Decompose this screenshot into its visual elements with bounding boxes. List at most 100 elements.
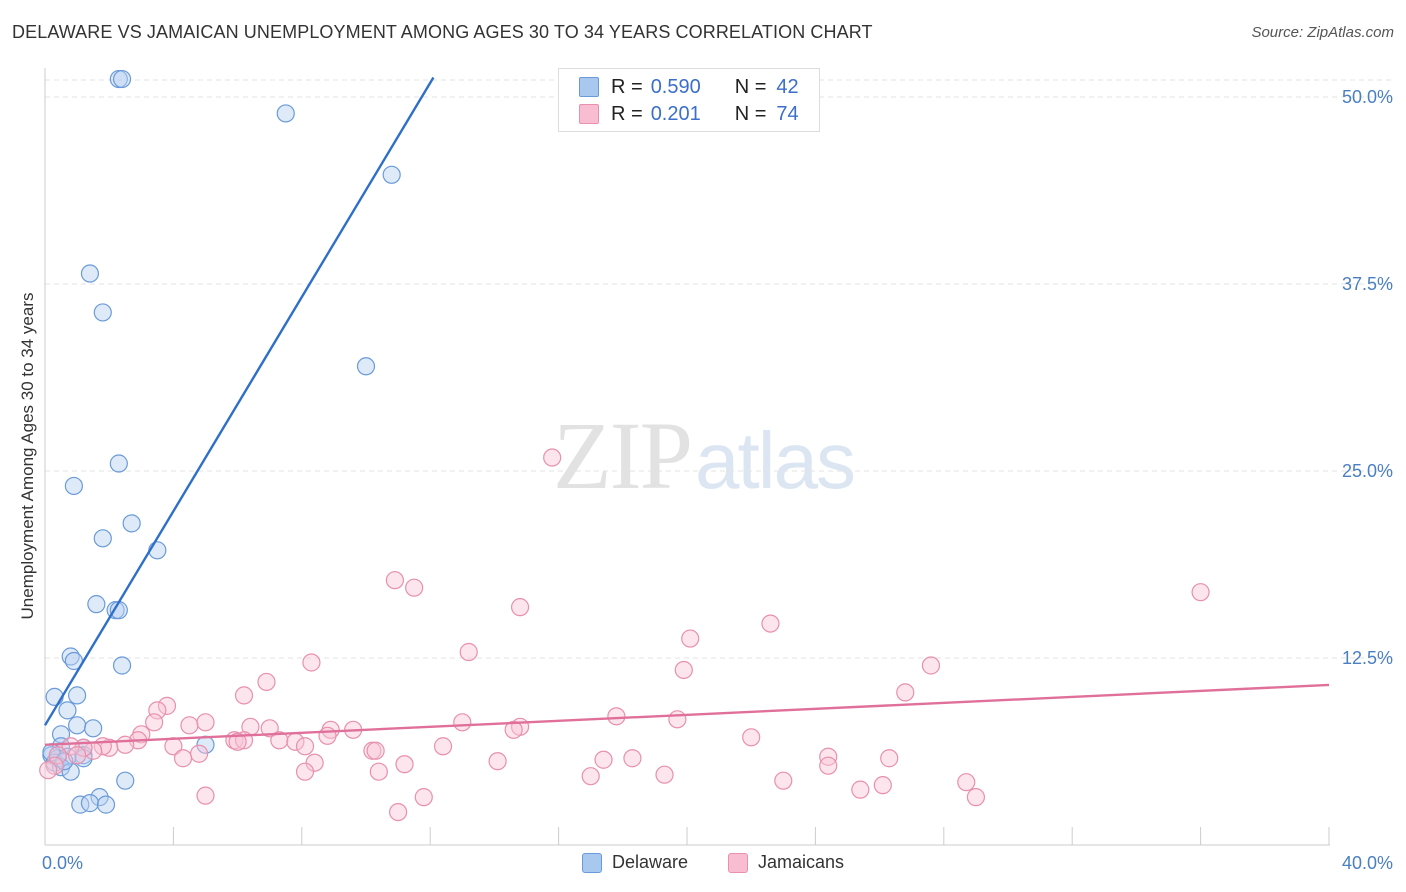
point-jamaicans [873,776,892,795]
point-jamaicans [234,686,254,705]
point-jamaicans [389,802,408,822]
point-jamaicans [145,713,164,732]
point-delaware [80,794,100,813]
trend-line-jamaicans [44,683,1330,746]
point-jamaicans [510,598,530,617]
x-tick-label: 40.0% [1342,853,1393,873]
point-jamaicans [196,713,215,732]
point-delaware [122,514,141,533]
point-jamaicans [196,786,215,805]
trend-lines [43,76,1330,746]
point-delaware [96,795,116,814]
legend-label-delaware: Delaware [612,852,689,872]
stats-legend: R = 0.590 N = 42 R = 0.201 N = 74 [558,68,820,132]
point-jamaicans [1191,583,1210,602]
source-label: Source: ZipAtlas.com [1251,24,1394,41]
point-jamaicans [189,744,209,763]
point-jamaicans [385,571,404,590]
watermark-zip: ZIP [553,402,693,509]
point-jamaicans [257,672,276,692]
legend-swatch-jamaicans [728,852,748,873]
point-jamaicans [414,788,433,807]
point-delaware [112,656,132,675]
chart-title: DELAWARE VS JAMAICAN UNEMPLOYMENT AMONG … [12,22,873,42]
point-jamaicans [880,749,899,768]
legend-n-label: N = [734,102,767,125]
point-jamaicans [67,746,87,765]
y-tick-label: 50.0% [1342,87,1393,107]
point-jamaicans [295,737,315,756]
point-jamaicans [623,749,642,768]
point-delaware [87,595,106,614]
point-delaware [93,303,112,322]
point-jamaicans [957,773,976,792]
point-jamaicans [395,755,414,774]
legend-item-delaware[interactable]: Delaware [582,852,688,873]
legend-row-jamaicans: R = 0.201 N = 74 [579,102,799,126]
point-jamaicans [366,741,385,760]
legend-item-jamaicans[interactable]: Jamaicans [728,852,844,873]
legend-swatch-delaware [579,77,599,97]
point-delaware [382,165,401,184]
gridlines [45,79,1392,659]
point-jamaicans [581,767,600,786]
point-jamaicans [61,737,80,756]
point-jamaicans [295,762,315,781]
point-delaware [67,716,87,735]
legend-n-value: 42 [776,75,799,98]
legend-r-value: 0.590 [650,75,701,98]
point-jamaicans [819,756,838,775]
point-delaware [58,701,77,720]
point-jamaicans [504,720,523,739]
point-jamaicans [594,750,613,769]
point-jamaicans [39,761,58,780]
point-delaware [71,795,90,814]
point-jamaicans [459,642,478,662]
point-delaware [93,529,112,548]
point-jamaicans [405,578,424,597]
axes [44,68,1330,846]
y-tick-label: 12.5% [1342,648,1393,668]
point-jamaicans [318,726,337,745]
point-jamaicans [543,448,562,467]
point-delaware [61,762,80,781]
point-delaware [64,476,83,496]
legend-r-value: 0.201 [650,102,701,125]
point-jamaicans [655,765,674,784]
point-delaware [356,357,376,376]
legend-r-label: R = [611,75,643,98]
point-delaware [67,686,87,705]
point-delaware [276,104,295,123]
point-delaware [116,771,135,790]
point-jamaicans [116,735,135,754]
point-jamaicans [607,707,626,726]
watermark-atlas: atlas [695,416,856,505]
series-legend: Delaware Jamaicans [0,852,1406,878]
legend-swatch-jamaicans [579,104,599,124]
legend-swatch-delaware [582,852,602,873]
point-delaware [80,264,100,283]
point-jamaicans [433,737,453,756]
point-jamaicans [851,780,870,799]
point-jamaicans [674,660,693,680]
point-jamaicans [157,696,177,715]
point-jamaicans [921,656,941,675]
tick-labels: 12.5% 25.0% 37.5% 50.0% 0.0% 40.0% [42,87,1393,873]
y-tick-label: 37.5% [1342,274,1393,294]
point-jamaicans [774,771,793,790]
point-jamaicans [761,614,780,633]
point-delaware [148,541,167,560]
point-jamaicans [173,749,193,768]
point-jamaicans [681,629,700,648]
point-delaware [84,719,103,738]
trend-line-delaware [43,76,435,726]
legend-row-delaware: R = 0.590 N = 42 [579,75,799,99]
point-jamaicans [742,728,761,747]
point-jamaicans [488,752,507,771]
point-jamaicans [668,710,687,729]
watermark: ZIPatlas [553,400,856,511]
point-delaware [109,454,128,473]
point-jamaicans [48,746,67,765]
point-jamaicans [896,683,915,702]
legend-n-label: N = [734,75,767,98]
